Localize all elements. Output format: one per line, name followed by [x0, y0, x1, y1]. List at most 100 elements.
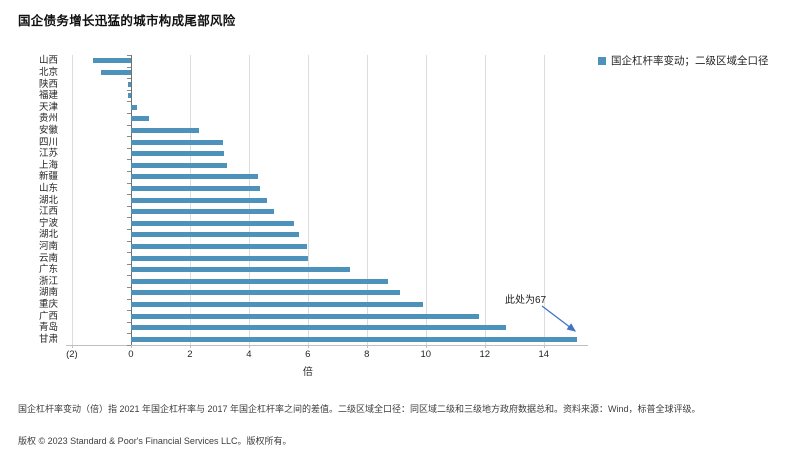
bar-宁波: [131, 220, 294, 226]
gridline-x--2: [71, 55, 73, 345]
category-label-广东: 广东: [38, 264, 58, 276]
category-tick: [126, 159, 131, 161]
category-label-湖北: 湖北: [38, 229, 58, 241]
category-label-新疆: 新疆: [38, 171, 58, 183]
x-axis-tick: [307, 345, 309, 348]
category-label-湖南: 湖南: [38, 287, 58, 299]
bar-贵州: [131, 116, 150, 122]
category-tick: [126, 171, 131, 172]
x-axis-tick: [543, 345, 545, 348]
category-tick: [126, 101, 131, 103]
bar-湖南: [131, 290, 400, 296]
category-label-宁波: 宁波: [38, 217, 58, 229]
bar-天津: [131, 104, 138, 110]
category-label-青岛: 青岛: [38, 322, 58, 334]
category-label-山东: 山东: [38, 182, 58, 194]
category-label-广西: 广西: [38, 310, 58, 322]
bar-甘肃: [131, 336, 577, 342]
bar-北京: [101, 69, 131, 75]
category-label-重庆: 重庆: [38, 298, 58, 310]
category-tick: [126, 194, 131, 196]
category-tick: [126, 113, 131, 114]
bar-青岛: [131, 325, 506, 331]
bar-福建: [127, 93, 131, 99]
bar-山西: [92, 58, 131, 64]
x-axis-tick: [189, 345, 191, 348]
x-tick-label: 4: [246, 349, 252, 360]
bar-安徽: [131, 127, 200, 133]
category-tick: [126, 217, 131, 219]
legend-label: 国企杠杆率变动；二级区域全口径: [611, 55, 769, 67]
footnote-text: 国企杠杆率变动（倍）指 2021 年国企杠杆率与 2017 年国企杠杆率之间的差…: [18, 404, 701, 414]
category-tick: [126, 147, 131, 149]
category-label-陕西: 陕西: [38, 78, 58, 90]
category-label-四川: 四川: [38, 136, 58, 148]
x-axis-tick: [130, 345, 132, 348]
legend: 国企杠杆率变动；二级区域全口径: [598, 53, 769, 68]
x-tick-label: 2: [187, 349, 193, 360]
bar-湖北: [131, 232, 300, 238]
category-tick: [126, 66, 131, 68]
gridline-x-10: [425, 55, 427, 345]
bar-湖北: [131, 197, 268, 203]
bar-广东: [131, 267, 350, 273]
gridline-x-12: [484, 55, 486, 345]
category-tick: [126, 333, 131, 335]
category-tick: [126, 298, 131, 300]
gridline-x-14: [543, 55, 545, 345]
x-axis-tick: [248, 345, 250, 348]
bar-上海: [131, 162, 228, 168]
gridline-x-6: [307, 55, 309, 345]
bar-浙江: [131, 278, 388, 284]
bar-重庆: [131, 301, 424, 307]
category-label-福建: 福建: [38, 90, 58, 102]
category-label-天津: 天津: [38, 101, 58, 113]
bar-河南: [131, 243, 307, 249]
category-tick: [126, 89, 131, 91]
x-axis-tick: [425, 345, 427, 348]
category-label-贵州: 贵州: [38, 113, 58, 125]
x-tick-label: 0: [128, 349, 134, 360]
x-axis-title: 倍: [302, 367, 313, 378]
category-tick: [126, 124, 131, 126]
category-tick: [126, 263, 131, 265]
x-axis-line: [66, 345, 588, 346]
bar-广西: [131, 313, 480, 319]
bar-山东: [131, 185, 260, 191]
x-tick-label: (2): [66, 349, 78, 360]
x-tick-label: 8: [364, 349, 370, 360]
annotation-label: 此处为67: [505, 295, 547, 306]
legend-swatch-icon: [598, 56, 606, 65]
x-tick-label: 6: [305, 349, 311, 360]
x-axis-tick: [484, 345, 486, 348]
category-tick: [126, 136, 131, 138]
chart-title: 国企债务增长迅猛的城市构成尾部风险: [18, 14, 236, 28]
category-label-浙江: 浙江: [38, 275, 58, 287]
x-tick-label: 10: [420, 349, 432, 360]
category-tick: [126, 205, 131, 207]
bar-江西: [131, 209, 275, 215]
bar-云南: [131, 255, 309, 261]
gridline-x-8: [366, 55, 368, 345]
category-label-北京: 北京: [38, 66, 58, 78]
category-label-河南: 河南: [38, 240, 58, 252]
category-tick: [126, 240, 131, 242]
category-tick: [126, 182, 131, 184]
category-label-湖北: 湖北: [38, 194, 58, 206]
category-label-甘肃: 甘肃: [38, 333, 58, 345]
bar-四川: [131, 139, 223, 145]
category-label-云南: 云南: [38, 252, 58, 264]
category-tick: [126, 321, 131, 323]
x-axis-tick: [71, 345, 73, 348]
category-tick: [126, 310, 131, 312]
x-tick-label: 12: [479, 349, 491, 360]
bar-新疆: [131, 174, 259, 180]
bar-陕西: [127, 81, 131, 87]
category-label-江西: 江西: [38, 206, 58, 218]
category-tick: [126, 287, 131, 288]
bar-江苏: [131, 151, 225, 157]
category-label-山西: 山西: [38, 55, 58, 67]
category-tick: [126, 345, 131, 346]
category-tick: [126, 252, 131, 254]
